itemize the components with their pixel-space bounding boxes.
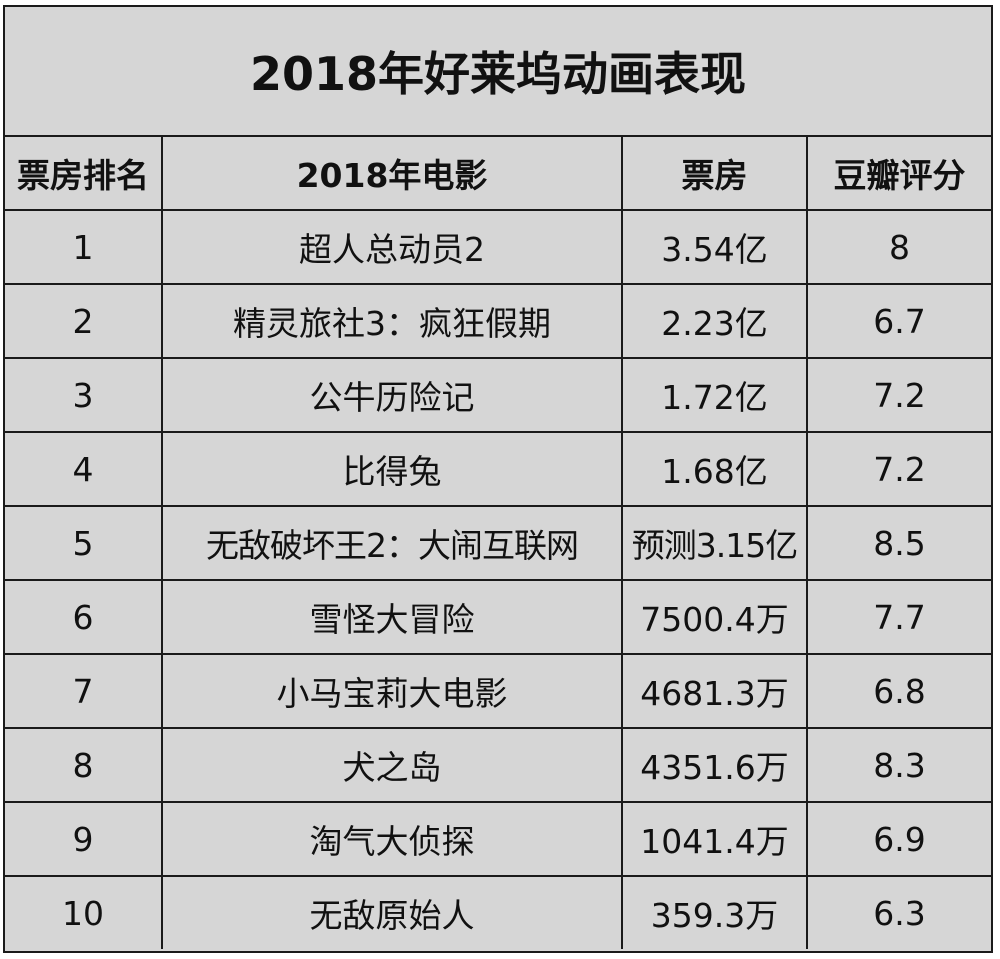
douban-cell: 8.5 [806,505,991,581]
box-office-cell: 7500.4万 [621,579,808,655]
rank-cell: 1 [5,210,163,285]
douban-cell: 6.9 [806,801,991,877]
table-sheet: 2018年好莱坞动画表现 票房排名 2018年电影 票房 豆瓣评分 1 超人总动… [3,5,993,953]
douban-cell: 8.3 [806,727,991,803]
rank-cell: 8 [5,727,163,803]
movie-cell: 犬之岛 [161,727,623,803]
box-office-cell: 4681.3万 [621,653,808,729]
box-office-cell: 预测3.15亿 [621,505,808,581]
rank-cell: 5 [5,505,163,581]
rank-cell: 7 [5,653,163,729]
box-office-cell: 1041.4万 [621,801,808,877]
header-row: 票房排名 2018年电影 票房 豆瓣评分 [5,137,991,211]
movie-cell: 精灵旅社3：疯狂假期 [161,283,623,359]
table-title: 2018年好莱坞动画表现 [5,7,991,137]
douban-cell: 6.8 [806,653,991,729]
rank-cell: 6 [5,579,163,655]
table-row: 9 淘气大侦探 1041.4万 6.9 [5,801,991,877]
douban-cell: 8 [806,210,991,285]
rank-cell: 2 [5,283,163,359]
table-row: 5 无敌破坏王2：大闹互联网 预测3.15亿 8.5 [5,505,991,581]
table-row: 1 超人总动员2 3.54亿 8 [5,210,991,285]
table-row: 3 公牛历险记 1.72亿 7.2 [5,357,991,433]
movie-cell: 淘气大侦探 [161,801,623,877]
table-row: 2 精灵旅社3：疯狂假期 2.23亿 6.7 [5,283,991,359]
douban-cell: 6.3 [806,875,991,949]
box-office-cell: 2.23亿 [621,283,808,359]
douban-cell: 7.2 [806,431,991,507]
movie-cell: 超人总动员2 [161,210,623,285]
douban-cell: 6.7 [806,283,991,359]
movie-cell: 雪怪大冒险 [161,579,623,655]
movie-cell: 公牛历险记 [161,357,623,433]
movie-cell: 小马宝莉大电影 [161,653,623,729]
douban-cell: 7.2 [806,357,991,433]
movie-cell: 比得兔 [161,431,623,507]
header-box-office: 票房 [621,137,808,211]
box-office-cell: 359.3万 [621,875,808,949]
douban-cell: 7.7 [806,579,991,655]
header-movie: 2018年电影 [161,137,623,211]
box-office-cell: 1.72亿 [621,357,808,433]
rank-cell: 9 [5,801,163,877]
header-douban: 豆瓣评分 [806,137,991,211]
box-office-cell: 1.68亿 [621,431,808,507]
table-row: 10 无敌原始人 359.3万 6.3 [5,875,991,949]
rank-cell: 4 [5,431,163,507]
table-row: 6 雪怪大冒险 7500.4万 7.7 [5,579,991,655]
table-row: 7 小马宝莉大电影 4681.3万 6.8 [5,653,991,729]
rank-cell: 10 [5,875,163,949]
rank-cell: 3 [5,357,163,433]
box-office-cell: 3.54亿 [621,210,808,285]
table-row: 4 比得兔 1.68亿 7.2 [5,431,991,507]
movie-cell: 无敌原始人 [161,875,623,949]
movie-cell: 无敌破坏王2：大闹互联网 [161,505,623,581]
box-office-cell: 4351.6万 [621,727,808,803]
ranking-table: 票房排名 2018年电影 票房 豆瓣评分 1 超人总动员2 3.54亿 8 2 … [5,137,991,949]
header-rank: 票房排名 [5,137,163,211]
table-row: 8 犬之岛 4351.6万 8.3 [5,727,991,803]
